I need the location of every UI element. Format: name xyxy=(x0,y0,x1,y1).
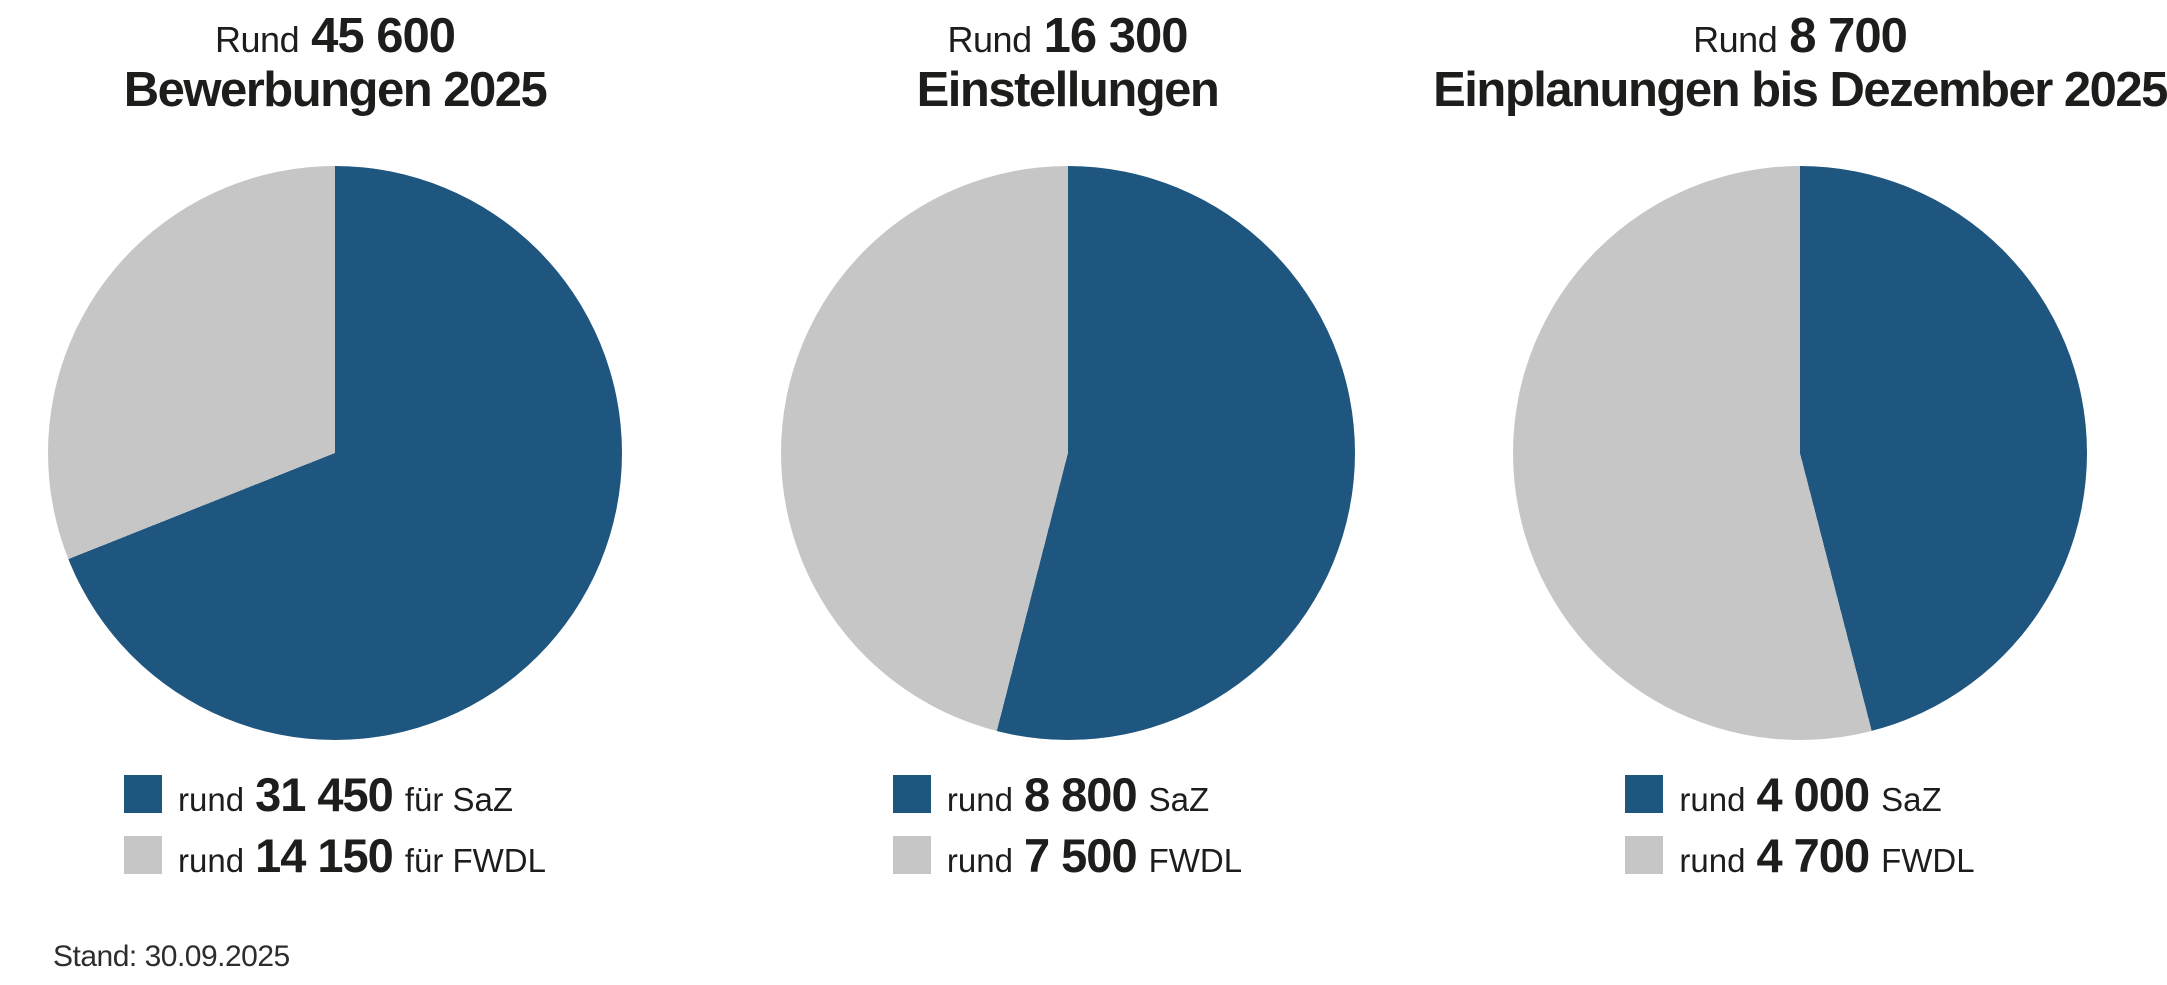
legend-label: FWDL xyxy=(1148,841,1243,879)
legend-label: SaZ xyxy=(1881,780,1942,818)
legend-swatch-saz xyxy=(1625,775,1664,813)
chart-bewerbungen: Rund 45 600 Bewerbungen 2025 rund 31 450… xyxy=(25,0,645,920)
chart-title: Rund 45 600 Bewerbungen 2025 xyxy=(25,8,645,116)
title-prefix: Rund xyxy=(947,19,1033,60)
chart-einstellungen: Rund 16 300 Einstellungen rund 8 800 SaZ xyxy=(755,0,1380,920)
chart-title-line2: Einplanungen bis Dezember 2025 xyxy=(1433,63,2167,117)
legend-label: für SaZ xyxy=(404,780,514,818)
legend-item-saz: rund 8 800 SaZ xyxy=(892,768,1209,821)
legend-swatch-fwdl xyxy=(1625,836,1664,874)
legend-value: 8 800 xyxy=(1023,767,1138,821)
legend-item-fwdl: rund 4 700 FWDL xyxy=(1625,829,1975,882)
legend-swatch-saz xyxy=(892,775,931,813)
legend-inner: rund 4 000 SaZ rund 4 700 FWDL xyxy=(1625,768,1975,892)
legend-label: für FWDL xyxy=(404,841,546,879)
legend-prefix: rund xyxy=(1679,841,1746,879)
title-total: 16 300 xyxy=(1043,9,1189,63)
legend-swatch-fwdl xyxy=(124,836,162,874)
chart-title: Rund 16 300 Einstellungen xyxy=(755,8,1380,116)
chart-title-line1: Rund 45 600 xyxy=(25,8,645,64)
legend-value: 4 000 xyxy=(1756,767,1870,821)
legend-text: rund 14 150 für FWDL xyxy=(178,828,546,883)
title-total: 8 700 xyxy=(1789,9,1908,63)
legend-label: SaZ xyxy=(1148,780,1210,818)
chart-title-line1: Rund 16 300 xyxy=(755,8,1380,64)
chart-title-line1: Rund 8 700 xyxy=(1420,8,2167,64)
legend-text: rund 7 500 FWDL xyxy=(947,828,1242,883)
pie-chart-bewerbungen xyxy=(48,166,622,740)
legend-text: rund 4 700 FWDL xyxy=(1679,828,1974,883)
title-prefix: Rund xyxy=(215,19,300,60)
legend-prefix: rund xyxy=(946,841,1013,879)
legend-inner: rund 31 450 für SaZ rund 14 150 für FWDL xyxy=(124,768,546,892)
legend-prefix: rund xyxy=(946,780,1013,818)
legend-value: 14 150 xyxy=(255,828,394,882)
legend-text: rund 4 000 SaZ xyxy=(1679,767,1941,822)
legend-value: 7 500 xyxy=(1023,828,1138,882)
legend: rund 31 450 für SaZ rund 14 150 für FWDL xyxy=(25,768,645,892)
legend: rund 4 000 SaZ rund 4 700 FWDL xyxy=(1420,768,2167,892)
legend-label: FWDL xyxy=(1881,841,1975,879)
pie-chart-einplanungen xyxy=(1513,166,2087,740)
legend-item-saz: rund 4 000 SaZ xyxy=(1625,768,1942,821)
chart-title-line2: Bewerbungen 2025 xyxy=(123,63,548,117)
legend-item-fwdl: rund 7 500 FWDL xyxy=(892,829,1242,882)
pie-chart-einstellungen xyxy=(780,166,1355,740)
status-date: Stand: 30.09.2025 xyxy=(53,940,290,973)
legend-value: 31 450 xyxy=(255,767,394,821)
title-total: 45 600 xyxy=(311,9,456,63)
legend-swatch-saz xyxy=(124,775,162,813)
chart-title: Rund 8 700 Einplanungen bis Dezember 202… xyxy=(1420,8,2167,116)
title-prefix: Rund xyxy=(1693,19,1778,60)
legend-prefix: rund xyxy=(1679,780,1746,818)
legend-value: 4 700 xyxy=(1756,828,1870,882)
legend-text: rund 31 450 für SaZ xyxy=(178,767,513,822)
legend-inner: rund 8 800 SaZ rund 7 500 FWDL xyxy=(892,768,1242,892)
legend-prefix: rund xyxy=(178,780,245,818)
legend: rund 8 800 SaZ rund 7 500 FWDL xyxy=(755,768,1380,892)
legend-text: rund 8 800 SaZ xyxy=(947,767,1209,822)
legend-prefix: rund xyxy=(178,841,245,879)
chart-einplanungen: Rund 8 700 Einplanungen bis Dezember 202… xyxy=(1420,0,2167,920)
legend-item-fwdl: rund 14 150 für FWDL xyxy=(124,829,546,882)
legend-swatch-fwdl xyxy=(892,836,931,874)
chart-title-line2: Einstellungen xyxy=(916,63,1220,117)
legend-item-saz: rund 31 450 für SaZ xyxy=(124,768,513,821)
